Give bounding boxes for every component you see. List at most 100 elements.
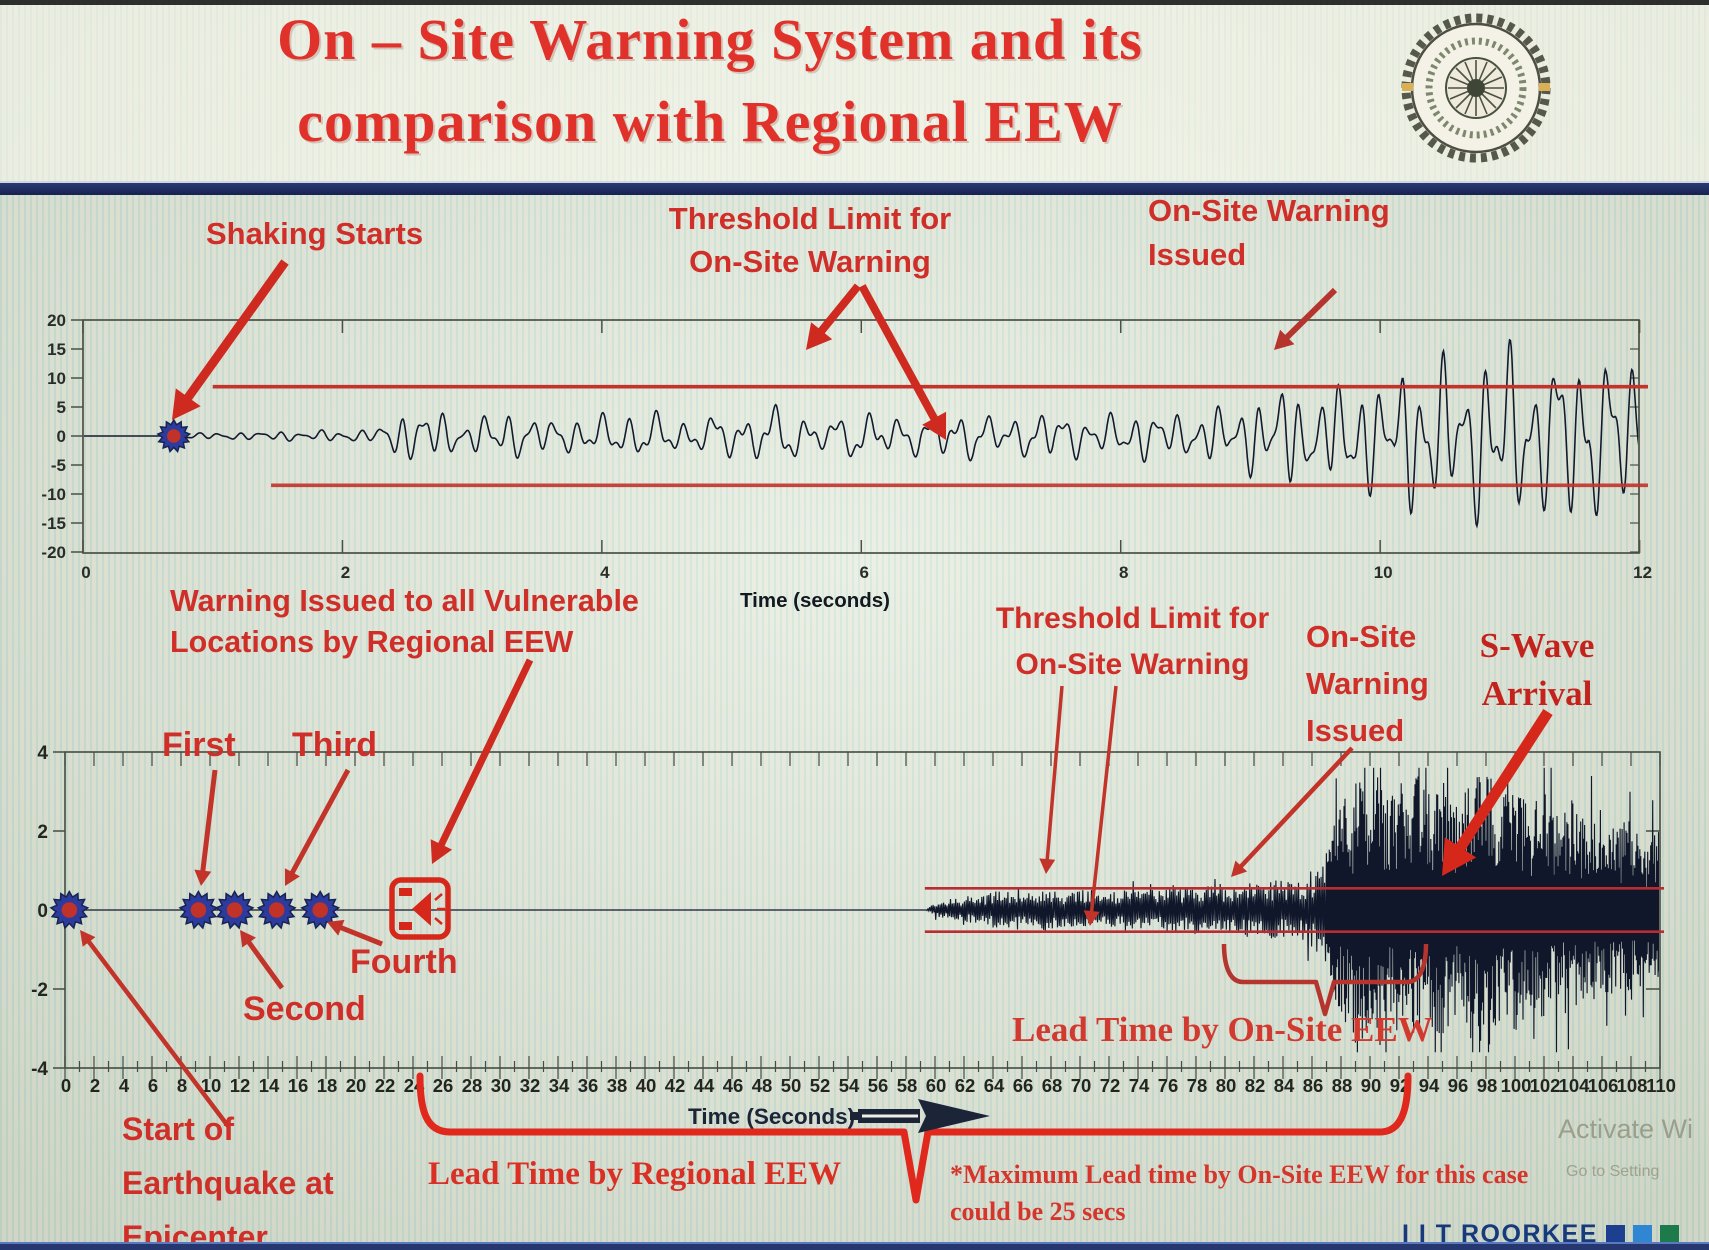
svg-text:66: 66: [1013, 1075, 1034, 1096]
svg-text:96: 96: [1448, 1075, 1469, 1096]
arrow-shaking-starts: [172, 259, 289, 420]
label-onsite-warning-bottom-line3: Issued: [1306, 713, 1405, 748]
label-warning-issued-top-line2: Issued: [1148, 237, 1247, 272]
activate-windows-watermark: Activate Wi: [1558, 1114, 1694, 1144]
label-third-station: Third: [292, 726, 377, 764]
title-separator-bar: [0, 181, 1709, 195]
label-threshold-bottom-line2: On-Site Warning: [1015, 648, 1250, 681]
svg-text:70: 70: [1071, 1075, 1092, 1096]
svg-text:54: 54: [839, 1075, 860, 1096]
label-lead-time-onsite: Lead Time by On-Site EEW: [1012, 1010, 1433, 1049]
bottom-chart: 0 2 4 6 8 10 12 14 16 18 20 22 24 26 28 30 32 34 36 38 40 42 4…: [31, 743, 1676, 1096]
svg-text:10: 10: [47, 369, 66, 388]
svg-text:108: 108: [1617, 1075, 1648, 1096]
label-threshold-bottom: Threshold Limit for On-Site Warning: [975, 596, 1290, 688]
svg-text:98: 98: [1477, 1075, 1498, 1096]
label-threshold-top: Threshold Limit for On-Site Warning: [655, 197, 965, 283]
svg-text:16: 16: [288, 1075, 309, 1096]
svg-text:64: 64: [984, 1075, 1005, 1096]
svg-text:20: 20: [346, 1075, 367, 1096]
arrow-s-wave-arrival: [1442, 709, 1553, 876]
arrow-threshold-bottom-upper: [1039, 685, 1064, 874]
label-first-station: First: [162, 726, 236, 764]
svg-text:5: 5: [57, 398, 66, 417]
svg-text:10: 10: [1374, 563, 1393, 582]
arrow-regional-warning: [430, 658, 534, 864]
svg-text:86: 86: [1303, 1075, 1324, 1096]
svg-text:8: 8: [1119, 563, 1128, 582]
label-max-lead-note: *Maximum Lead time by On-Site EEW for th…: [950, 1156, 1528, 1230]
svg-text:-5: -5: [51, 456, 66, 475]
arrow-first: [194, 769, 218, 886]
lead-time-onsite-brace: [1221, 943, 1429, 1017]
svg-text:14: 14: [259, 1075, 280, 1096]
svg-text:2: 2: [37, 822, 48, 843]
svg-text:-4: -4: [31, 1059, 48, 1080]
svg-text:94: 94: [1419, 1075, 1440, 1096]
bottom-threshold-lines: [924, 886, 1664, 934]
svg-text:4: 4: [119, 1075, 130, 1096]
station-trigger-marker-5: [300, 889, 341, 930]
arrow-third: [284, 768, 351, 886]
label-regional-warning-line1: Warning Issued to all Vulnerable: [170, 584, 639, 618]
top-waveform: [84, 338, 1638, 529]
svg-text:62: 62: [955, 1075, 976, 1096]
activate-windows-watermark-line2: Go to Setting: [1566, 1163, 1660, 1180]
slide-title-line1: On – Site Warning System and its: [277, 7, 1143, 72]
label-start-of-earthquake: Start of Earthquake at Epicenter: [122, 1102, 334, 1250]
label-second-station: Second: [243, 990, 366, 1028]
label-regional-warning: Warning Issued to all Vulnerable Locatio…: [170, 581, 639, 663]
annotation-arrows: [80, 259, 1553, 1128]
svg-text:100: 100: [1501, 1075, 1532, 1096]
svg-text:42: 42: [665, 1075, 686, 1096]
svg-text:82: 82: [1245, 1075, 1266, 1096]
arrow-threshold-top-lower: [858, 284, 947, 440]
label-threshold-top-line1: Threshold Limit for: [668, 201, 952, 236]
svg-text:106: 106: [1588, 1075, 1619, 1096]
svg-text:58: 58: [897, 1075, 918, 1096]
arrow-fourth: [327, 919, 383, 947]
svg-text:104: 104: [1559, 1075, 1591, 1096]
svg-text:36: 36: [578, 1075, 599, 1096]
svg-text:12: 12: [1633, 563, 1652, 582]
svg-text:-15: -15: [41, 514, 66, 533]
svg-text:-2: -2: [31, 980, 48, 1001]
svg-text:28: 28: [462, 1075, 483, 1096]
regional-warning-speaker-icon: [389, 877, 451, 940]
station-trigger-marker-1: [49, 889, 90, 930]
svg-text:50: 50: [781, 1075, 802, 1096]
svg-text:8: 8: [177, 1075, 187, 1096]
svg-text:32: 32: [520, 1075, 541, 1096]
station-trigger-marker-4: [256, 889, 297, 930]
bottom-chart-xaxis-title: Time (Seconds): [688, 1104, 856, 1129]
svg-text:6: 6: [148, 1075, 158, 1096]
arrow-threshold-bottom-lower: [1083, 685, 1118, 926]
brand-square-green: [1659, 1225, 1679, 1244]
shaking-starts-marker: [156, 418, 192, 453]
svg-text:88: 88: [1332, 1075, 1353, 1096]
photo-edge-top: [0, 0, 1709, 5]
svg-text:2: 2: [341, 563, 350, 582]
svg-text:0: 0: [57, 427, 66, 446]
svg-text:0: 0: [61, 1075, 71, 1096]
svg-text:4: 4: [37, 743, 48, 764]
svg-text:22: 22: [375, 1075, 396, 1096]
label-warning-issued-top: On-Site Warning Issued: [1148, 189, 1390, 277]
svg-text:102: 102: [1530, 1075, 1561, 1096]
top-chart-ticks: 0 2 4 6 8 10 12 20 15 10 5 0 -5 -10 -15 -20: [41, 311, 1652, 582]
svg-text:0: 0: [37, 901, 48, 922]
svg-text:56: 56: [868, 1075, 889, 1096]
braces: [416, 943, 1429, 1204]
label-threshold-top-line2: On-Site Warning: [689, 244, 931, 279]
svg-text:15: 15: [47, 340, 66, 359]
svg-text:74: 74: [1129, 1075, 1150, 1096]
svg-text:4: 4: [600, 563, 610, 582]
arrow-warning-issued-bottom: [1231, 746, 1354, 877]
station-trigger-marker-2: [178, 889, 219, 930]
label-fourth-station: Fourth: [350, 943, 458, 981]
label-regional-warning-line2: Locations by Regional EEW: [170, 625, 574, 659]
svg-text:72: 72: [1100, 1075, 1121, 1096]
time-axis-arrow-icon: [850, 1099, 990, 1133]
